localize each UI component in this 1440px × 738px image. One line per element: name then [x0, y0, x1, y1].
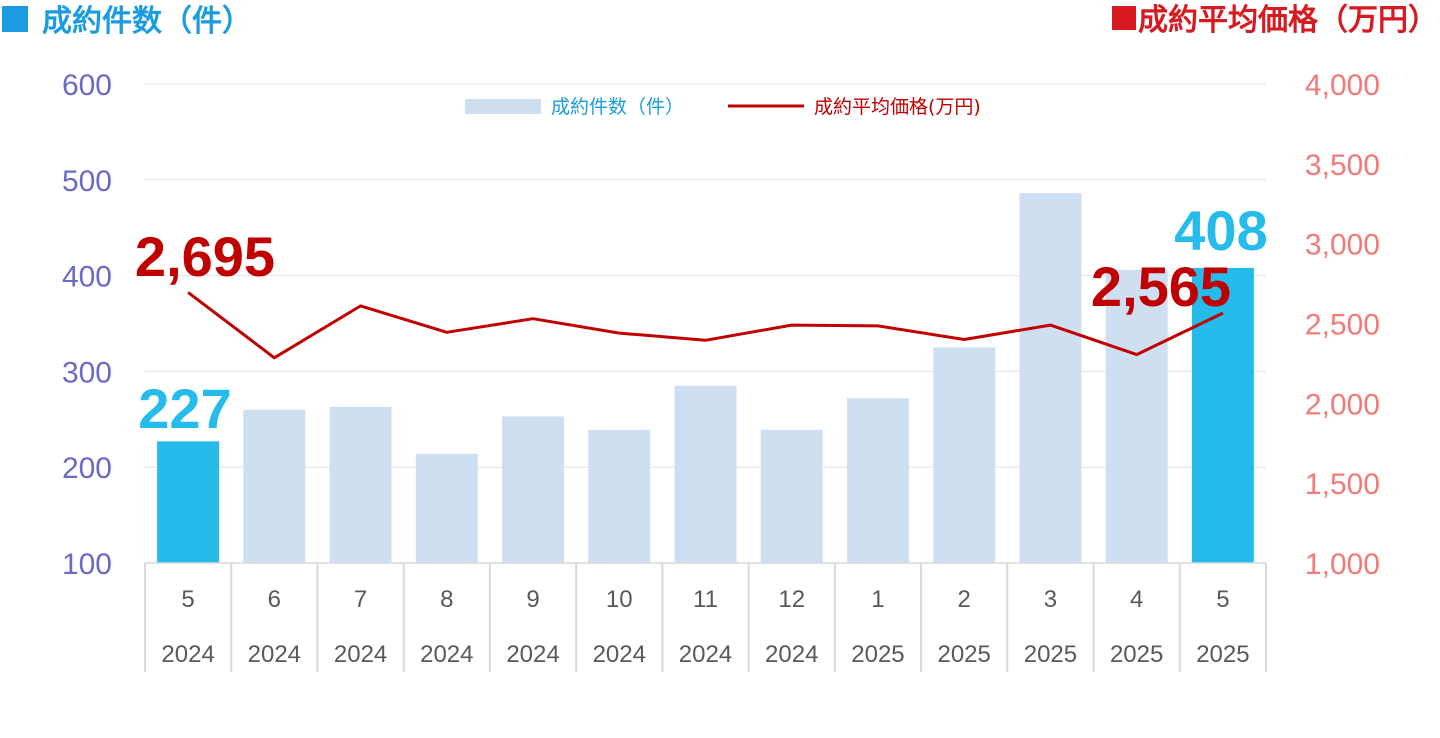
- bar: [502, 416, 565, 563]
- data-labels: 227 408 2,695 2,565: [135, 199, 1268, 440]
- year-label: 2024: [161, 641, 214, 668]
- year-label: 2024: [420, 641, 473, 668]
- month-label: 4: [1130, 586, 1143, 613]
- month-label: 7: [354, 586, 367, 613]
- right-tick-label: 2,000: [1305, 388, 1380, 421]
- left-axis-ticks: 100 200 300 400 500 600: [62, 69, 112, 581]
- right-tick-label: 4,000: [1305, 69, 1380, 102]
- left-tick-label: 500: [62, 165, 112, 198]
- year-label: 2024: [334, 641, 387, 668]
- right-tick-label: 3,500: [1305, 149, 1380, 182]
- left-tick-label: 600: [62, 69, 112, 102]
- month-label: 3: [1044, 586, 1057, 613]
- right-tick-label: 1,000: [1305, 548, 1380, 581]
- data-label: 408: [1174, 199, 1267, 262]
- year-label: 2025: [1196, 641, 1249, 668]
- bar: [846, 398, 909, 563]
- year-label: 2025: [1110, 641, 1163, 668]
- year-label: 2025: [1024, 641, 1077, 668]
- right-axis-title: 成約平均価格（万円）: [1138, 3, 1438, 38]
- bar: [243, 409, 306, 563]
- month-label: 1: [871, 586, 884, 613]
- month-label: 10: [606, 586, 633, 613]
- legend: 成約件数（件） 成約平均価格(万円): [465, 96, 981, 118]
- left-tick-label: 100: [62, 548, 112, 581]
- line-series: [187, 291, 1224, 360]
- year-label: 2025: [851, 641, 904, 668]
- data-label: 227: [138, 377, 231, 440]
- left-axis-header: 成約件数（件）: [2, 4, 252, 39]
- left-header-square-icon: [2, 6, 28, 32]
- year-label: 2024: [765, 641, 818, 668]
- left-tick-label: 400: [62, 261, 112, 294]
- legend-bar-label: 成約件数（件）: [551, 96, 684, 118]
- year-label: 2024: [248, 641, 301, 668]
- bar: [674, 385, 737, 563]
- month-label: 9: [526, 586, 539, 613]
- month-label: 2: [958, 586, 971, 613]
- data-label: 2,565: [1091, 255, 1231, 318]
- data-label: 2,695: [135, 225, 275, 288]
- bar: [329, 406, 392, 563]
- bar: [415, 453, 478, 563]
- right-axis-ticks: 1,000 1,500 2,000 2,500 3,000 3,500 4,000: [1305, 69, 1380, 581]
- right-tick-label: 3,000: [1305, 229, 1380, 262]
- bar: [933, 347, 996, 563]
- month-label: 11: [693, 586, 718, 613]
- year-label: 2024: [593, 641, 646, 668]
- month-label: 8: [440, 586, 453, 613]
- right-tick-label: 2,500: [1305, 309, 1380, 342]
- bar: [760, 429, 823, 563]
- month-label: 6: [268, 586, 281, 613]
- legend-bar-swatch: [465, 99, 541, 114]
- legend-line-label: 成約平均価格(万円): [814, 96, 981, 118]
- year-label: 2024: [679, 641, 732, 668]
- right-tick-label: 1,500: [1305, 468, 1380, 501]
- bar-series: [157, 193, 1254, 563]
- left-tick-label: 300: [62, 356, 112, 389]
- bar: [157, 441, 220, 563]
- bar: [1191, 267, 1254, 563]
- left-tick-label: 200: [62, 452, 112, 485]
- month-label: 12: [778, 586, 805, 613]
- month-label: 5: [1216, 586, 1229, 613]
- category-axis: 5202462024720248202492024102024112024122…: [144, 562, 1267, 672]
- year-label: 2025: [937, 641, 990, 668]
- bar: [1105, 269, 1168, 563]
- bar: [588, 429, 651, 563]
- bar: [1019, 193, 1082, 563]
- right-header-square-icon: [1112, 6, 1136, 30]
- year-label: 2024: [506, 641, 559, 668]
- month-label: 5: [181, 586, 194, 613]
- right-axis-header: 成約平均価格（万円）: [1112, 3, 1438, 38]
- left-axis-title: 成約件数（件）: [42, 4, 252, 39]
